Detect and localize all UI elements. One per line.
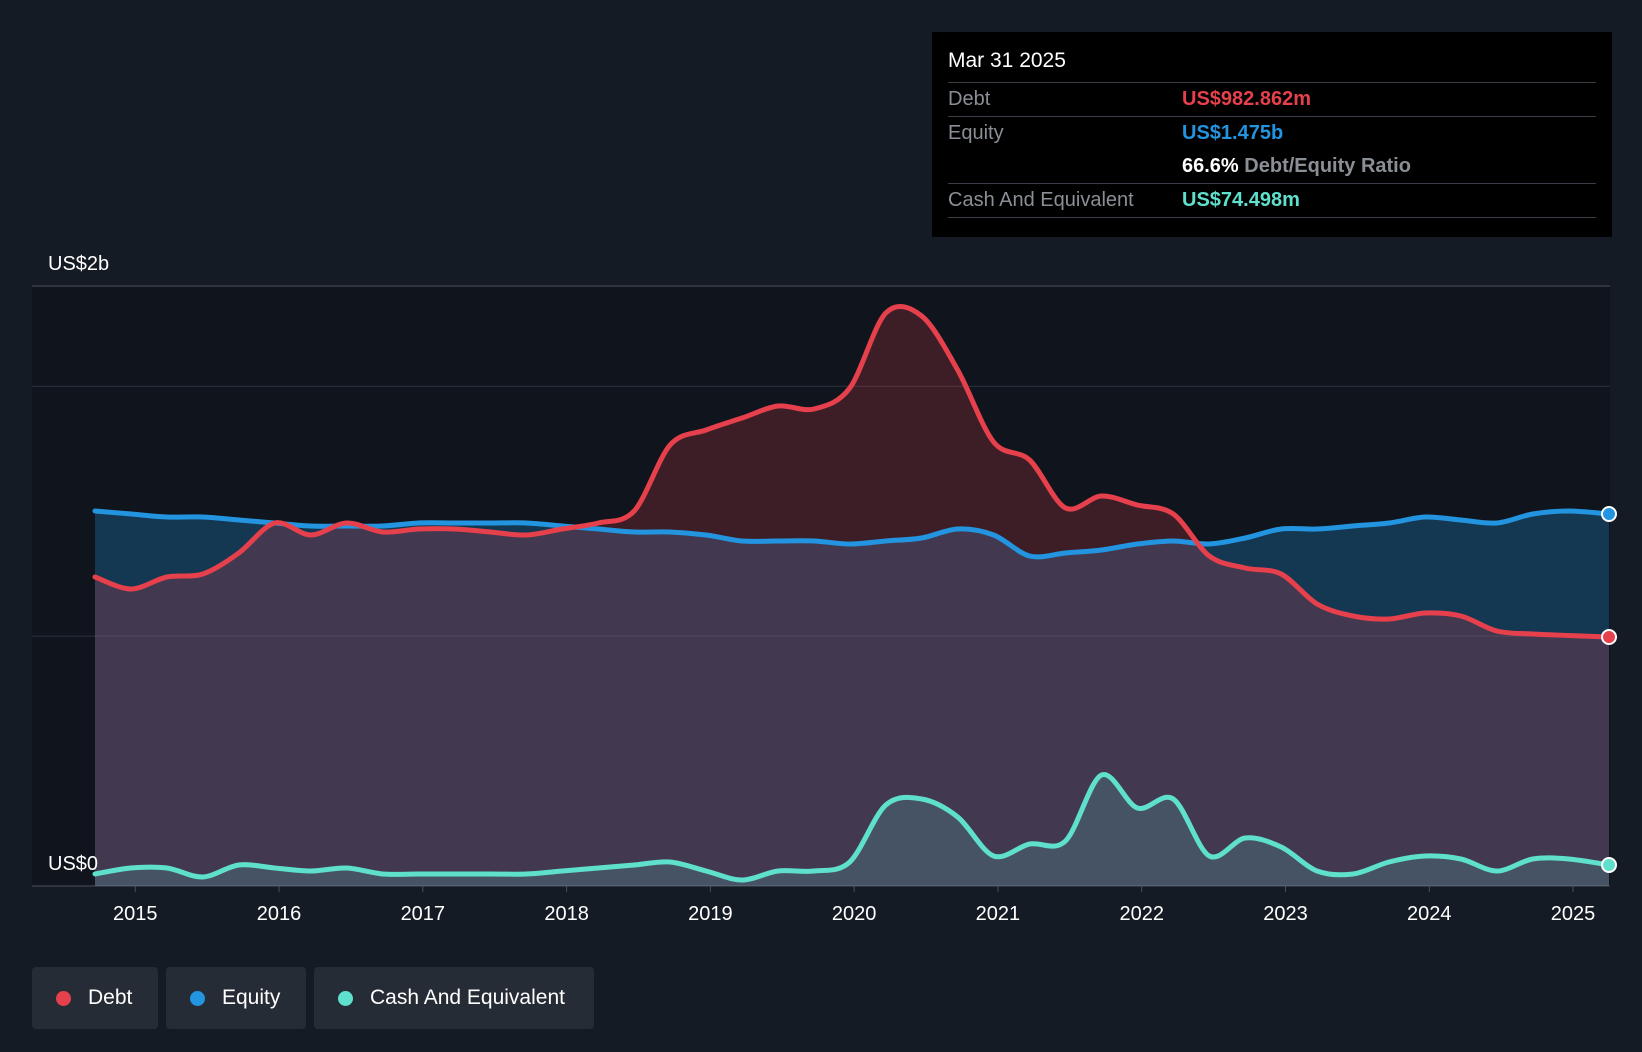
legend-debt-label: Debt	[88, 986, 133, 1009]
legend-item-cash[interactable]: Cash And Equivalent	[314, 967, 594, 1029]
x-tick-label: 2025	[1551, 903, 1596, 925]
x-tick-label: 2020	[832, 903, 877, 925]
tooltip-ratio: 66.6% Debt/Equity Ratio	[1182, 150, 1411, 183]
x-tick-label: 2016	[257, 903, 302, 925]
y-axis-bottom-label: US$0	[48, 853, 98, 875]
debt-dot-icon	[56, 991, 71, 1006]
tooltip-ratio-value: 66.6%	[1182, 155, 1239, 177]
tooltip-ratio-label: Debt/Equity Ratio	[1244, 155, 1411, 177]
end-markers	[1601, 506, 1617, 873]
x-tick-label: 2021	[976, 903, 1021, 925]
legend-equity-label: Equity	[222, 986, 281, 1009]
legend-cash-label: Cash And Equivalent	[370, 986, 565, 1009]
x-tick-label: 2017	[401, 903, 446, 925]
tooltip-debt-row: Debt US$982.862m	[948, 82, 1596, 116]
tooltip-cash-value: US$74.498m	[1182, 189, 1300, 211]
cash-end-marker	[1601, 857, 1617, 873]
debt-line	[92, 304, 1612, 640]
x-axis-ticks: 2015 2016 2017 2018 2019 2020 2021 2022 2023 2024…	[113, 886, 1595, 925]
tooltip-cash-row: Cash And Equivalent US$74.498m	[948, 183, 1596, 217]
cash-area	[95, 774, 1609, 886]
debt-end-marker	[1601, 629, 1617, 645]
x-tick-label: 2022	[1119, 903, 1164, 925]
tooltip-equity-value: US$1.475b	[1182, 122, 1284, 144]
tooltip-debt-label: Debt	[948, 88, 991, 110]
tooltip-equity-label: Equity	[948, 122, 1004, 144]
tooltip-divider	[948, 217, 1596, 218]
legend-item-debt[interactable]: Debt	[32, 967, 158, 1029]
series-areas	[95, 306, 1609, 886]
equity-end-marker	[1601, 506, 1617, 522]
legend-item-equity[interactable]: Equity	[166, 967, 306, 1029]
cash-line	[92, 772, 1612, 883]
x-tick-label: 2015	[113, 903, 158, 925]
tooltip-cash-label: Cash And Equivalent	[948, 189, 1134, 211]
tooltip-date: Mar 31 2025	[948, 49, 1066, 72]
tooltip-ratio-row: 66.6% Debt/Equity Ratio	[948, 150, 1596, 183]
x-tick-label: 2018	[544, 903, 589, 925]
equity-area	[95, 511, 1609, 886]
debt-area	[95, 306, 1609, 886]
x-tick-label: 2019	[688, 903, 733, 925]
equity-dot-icon	[190, 991, 205, 1006]
x-tick-label: 2024	[1407, 903, 1452, 925]
series-lines	[92, 304, 1612, 883]
x-tick-label: 2023	[1263, 903, 1308, 925]
equity-line	[92, 508, 1612, 560]
tooltip-equity-row: Equity US$1.475b	[948, 116, 1596, 150]
cash-dot-icon	[338, 991, 353, 1006]
data-tooltip: Mar 31 2025 Debt US$982.862m Equity US$1…	[932, 32, 1612, 237]
tooltip-debt-value: US$982.862m	[1182, 88, 1311, 110]
y-axis-top-label: US$2b	[48, 253, 109, 275]
gridlines	[32, 285, 1610, 887]
